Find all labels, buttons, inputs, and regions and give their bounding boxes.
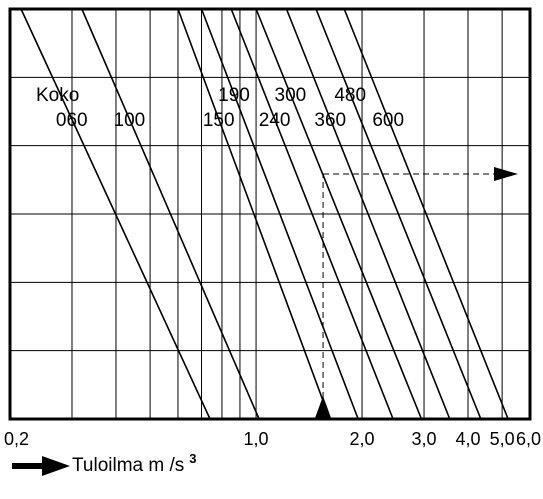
example-arrow-up-icon [315,396,332,418]
series-line-600 [343,8,509,420]
arrow-right-icon [12,456,70,476]
example-reading [315,167,518,418]
series-label-240: 240 [259,110,291,131]
x-axis-label: Tuloilma m /s [72,455,185,476]
series-line-240 [230,8,394,420]
x-axis-title: Tuloilma m /s 3 [12,450,197,479]
x-tick-label: 2,0 [350,429,375,449]
x-tick-label: 4,0 [455,429,480,449]
series-line-480 [315,8,482,420]
series-line-150 [177,8,331,420]
series-label-360: 360 [314,110,346,131]
x-tick-label: 0,2 [4,429,29,449]
x-tick-label: 1,0 [244,429,269,449]
legend-title: Koko [36,85,79,106]
x-tick-label: 3,0 [412,429,437,449]
series-line-300 [255,8,423,420]
x-tick-labels: 0,2 1,0 2,0 3,0 4,0 5,0 6,0 [4,429,541,449]
x-tick-label: 5,0 [490,429,515,449]
series-label-150: 150 [203,110,235,131]
series-labels: 060 100 150 190 240 300 360 480 600 Koko [36,85,404,131]
series-label-600: 600 [372,110,404,131]
grid-lines [10,9,530,419]
series-label-190: 190 [218,85,250,106]
series-label-060: 060 [56,110,88,131]
series-line-360 [285,8,451,420]
series-label-480: 480 [334,85,366,106]
series-label-300: 300 [275,85,307,106]
series-line-100 [81,8,260,420]
plot-frame [8,7,532,421]
x-tick-label: 6,0 [516,429,541,449]
series-line-190 [200,8,359,420]
series-label-100: 100 [114,110,146,131]
example-arrow-right-icon [494,167,518,181]
series-line-060 [20,8,211,420]
series-lines [20,8,509,420]
x-axis-label-superscript: 3 [189,450,197,466]
